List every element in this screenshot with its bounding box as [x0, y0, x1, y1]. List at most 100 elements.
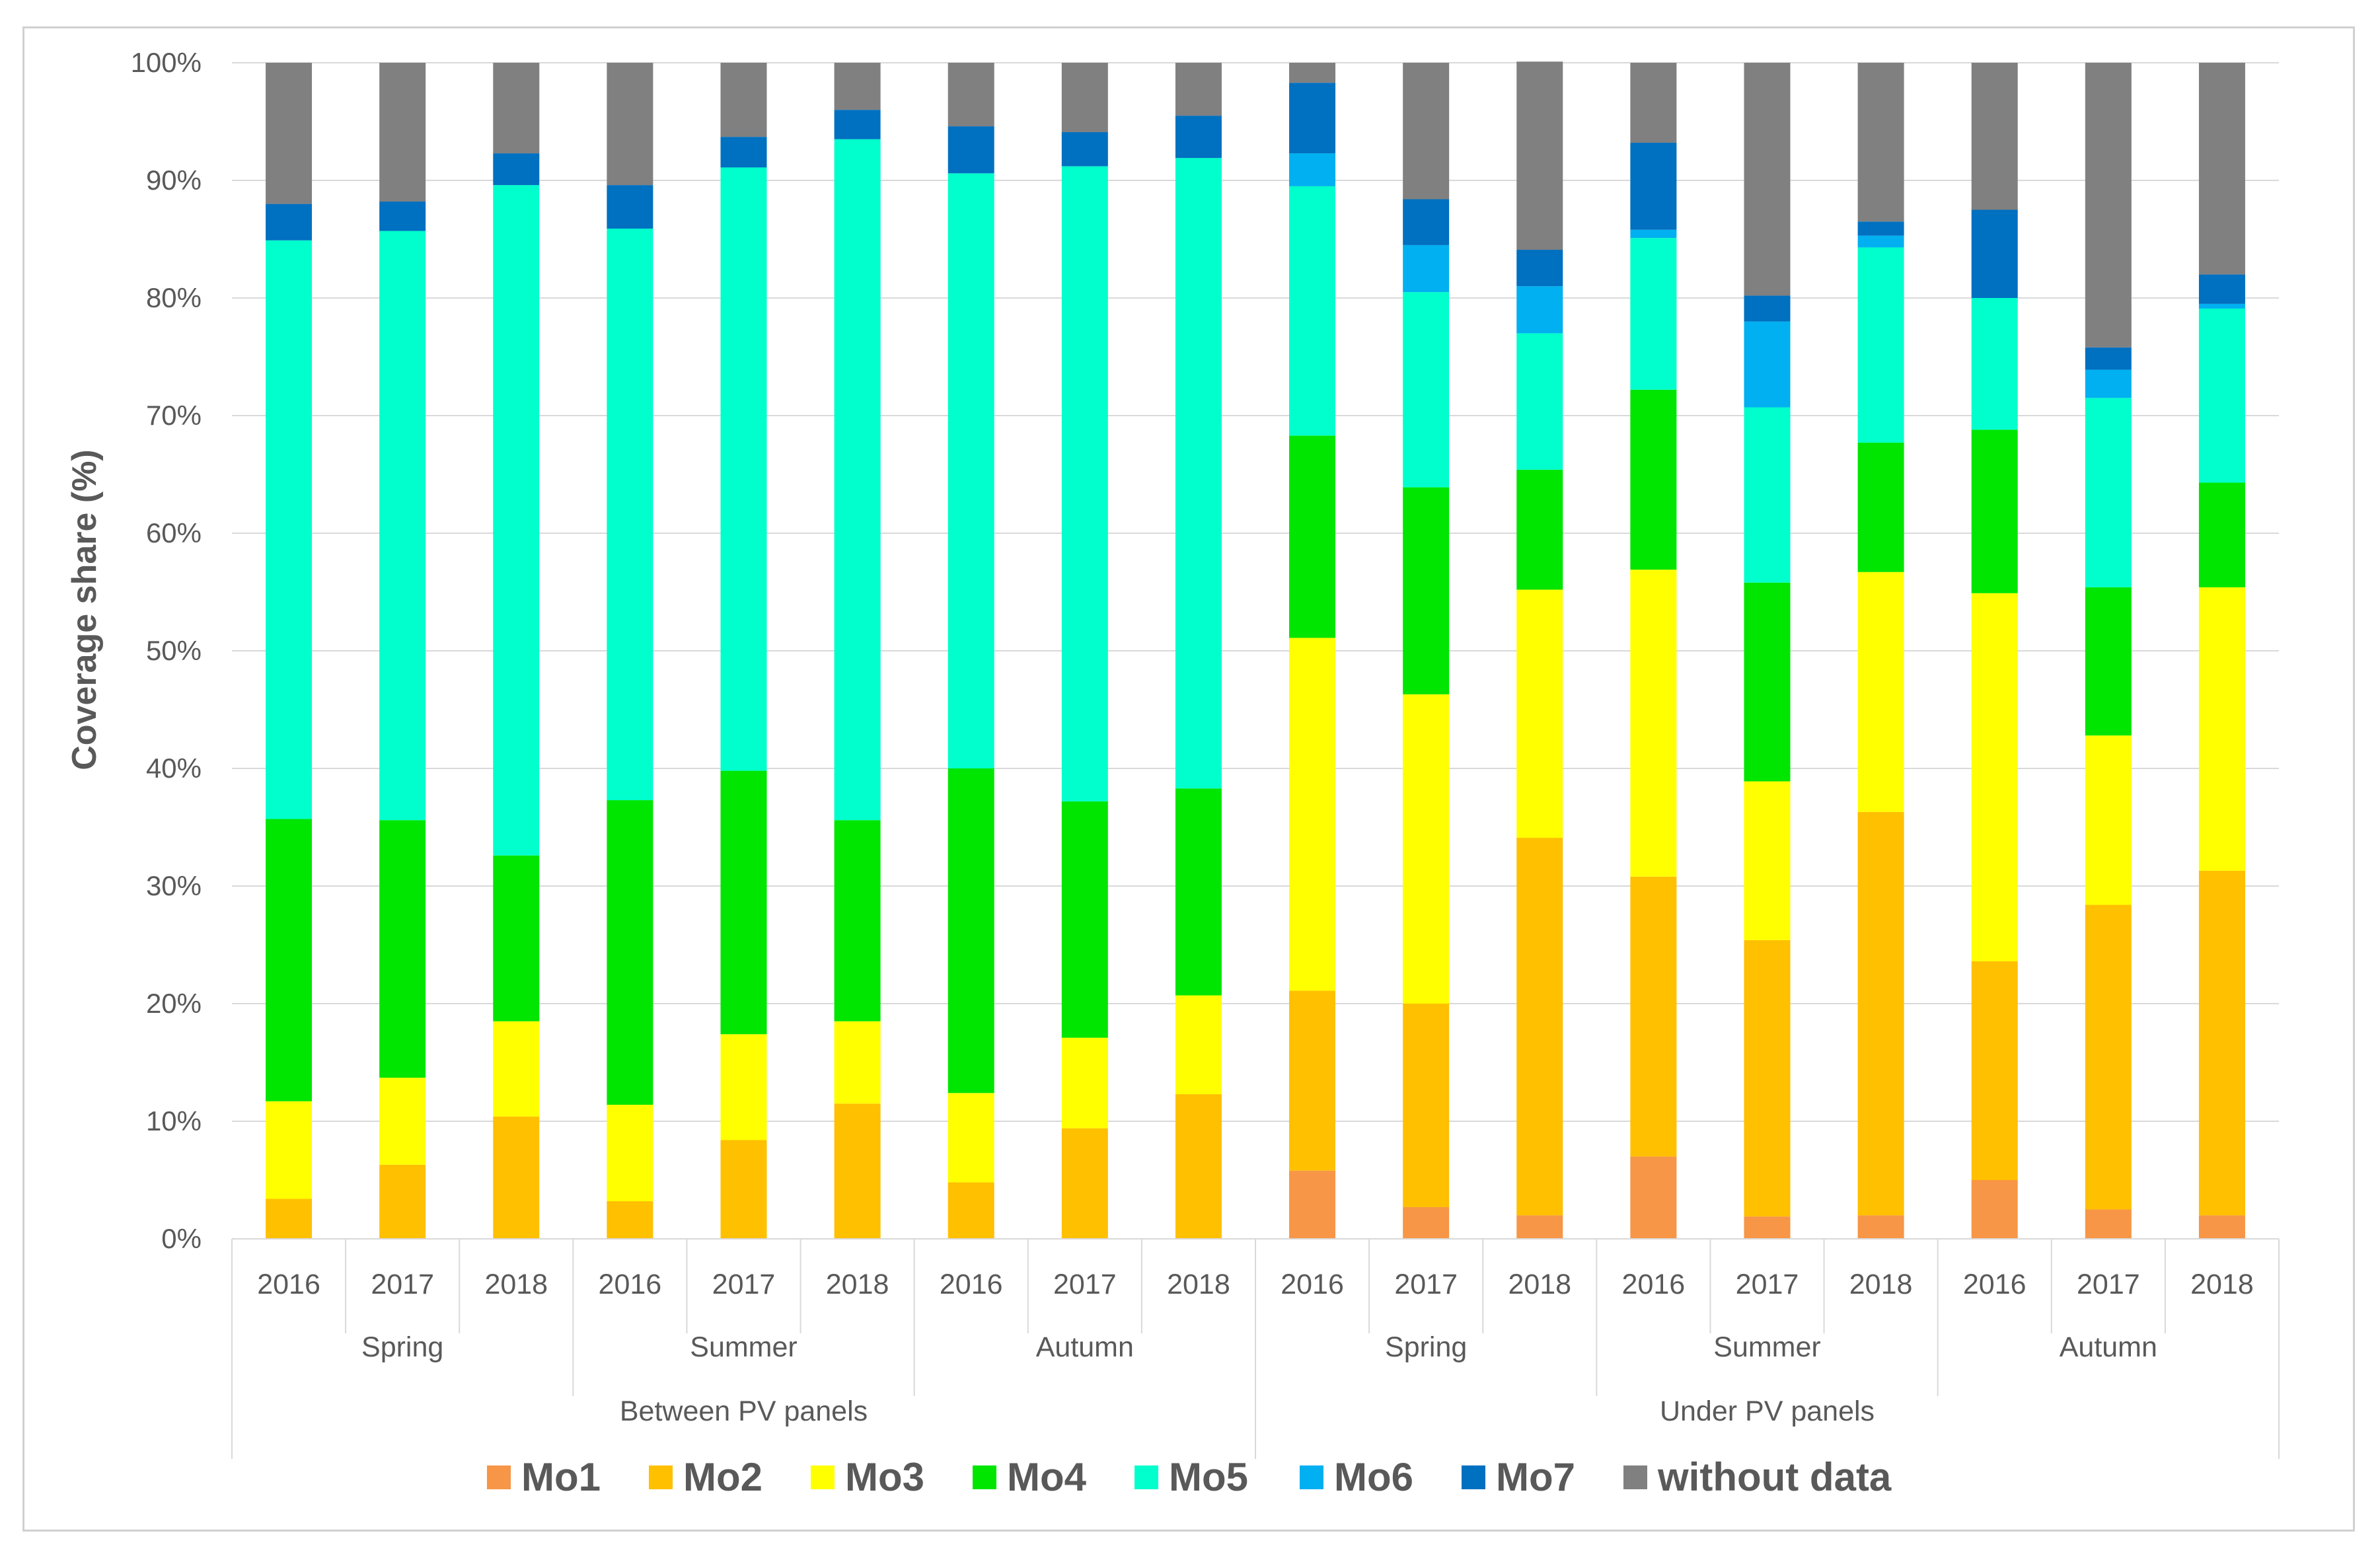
bar-segment	[1971, 593, 2018, 961]
bar-segment	[1857, 63, 1904, 222]
x-axis: 2016 2017 2018 2016 2017 2018 2016 2017 2018 2016…	[231, 1238, 2280, 1459]
bar-segment	[1175, 63, 1222, 116]
legend-swatch	[811, 1465, 835, 1489]
y-tick-label: 0%	[161, 1223, 202, 1254]
x-tick-label: 2018	[826, 1269, 889, 1300]
bar-segment	[2085, 1209, 2132, 1239]
bar-segment	[1630, 570, 1677, 877]
y-tick-label: 60%	[146, 517, 202, 548]
bar-segment	[1289, 186, 1336, 436]
bar-segment	[948, 126, 994, 174]
bar-segment	[379, 1164, 426, 1239]
bar-segment	[1516, 250, 1563, 287]
x-tick-label: 2017	[371, 1269, 434, 1300]
bar-segment	[266, 204, 313, 241]
bar-segment	[1971, 209, 2018, 298]
legend-swatch	[1300, 1465, 1323, 1489]
bar-segment	[1744, 295, 1791, 322]
legend-label: Mo5	[1169, 1455, 1248, 1499]
bar-segment	[1744, 321, 1791, 408]
bar-segment	[1857, 221, 1904, 236]
bar-segment	[379, 63, 426, 202]
bar-segment	[1061, 63, 1108, 133]
legend-swatch	[649, 1465, 673, 1489]
y-tick-label: 30%	[146, 870, 202, 901]
bar-segment	[266, 1101, 313, 1199]
bar-segment	[1971, 1180, 2018, 1239]
season-label: Spring	[361, 1331, 443, 1363]
bar-segment	[2085, 735, 2132, 905]
bar-segment	[2198, 309, 2245, 483]
season-label: Autumn	[2060, 1331, 2157, 1363]
x-tick-label: 2018	[484, 1269, 548, 1300]
bar-segment	[948, 173, 994, 768]
bar-segment	[493, 153, 540, 186]
bar-segment	[1516, 838, 1563, 1216]
bar-segment	[720, 1034, 767, 1140]
y-tick-label: 80%	[146, 282, 202, 313]
bar-segment	[266, 1199, 313, 1239]
legend-swatch	[1623, 1465, 1647, 1489]
bar-segment	[607, 1201, 653, 1239]
bar-segment	[1403, 63, 1450, 200]
gridlines	[232, 62, 2279, 1240]
bar-segment	[493, 855, 540, 1021]
bar-segment	[1289, 435, 1336, 638]
bar-stacks	[266, 61, 2245, 1239]
x-tick-label: 2017	[712, 1269, 776, 1300]
bar-segment	[2198, 303, 2245, 309]
bar-segment	[834, 110, 881, 139]
legend-label: Mo4	[1007, 1455, 1087, 1499]
bar-segment	[1516, 333, 1563, 470]
bar-segment	[1971, 961, 2018, 1180]
bar-segment	[1630, 876, 1677, 1157]
bar-segment	[1971, 429, 2018, 593]
x-tick-label: 2017	[1394, 1269, 1458, 1300]
bar-segment	[1516, 286, 1563, 334]
bar-segment	[1630, 389, 1677, 570]
bar-segment	[834, 1103, 881, 1239]
legend-label: Mo2	[683, 1455, 762, 1499]
bar-segment	[1744, 940, 1791, 1217]
bar-segment	[1516, 589, 1563, 838]
bar-segment	[493, 185, 540, 856]
bar-segment	[1857, 442, 1904, 572]
x-tick-label: 2016	[940, 1269, 1003, 1300]
bar-segment	[1630, 1156, 1677, 1239]
bar-segment	[493, 1021, 540, 1117]
bar-segment	[1630, 238, 1677, 390]
bar-segment	[834, 820, 881, 1021]
bar-segment	[2085, 369, 2132, 398]
season-label: Autumn	[1036, 1331, 1134, 1363]
bar-segment	[1175, 1094, 1222, 1239]
bar-segment	[1971, 298, 2018, 430]
figure-frame: 0% 10% 20% 30% 40% 50% 60% 70% 80% 90% 100% 2016 20…	[22, 26, 2355, 1532]
bar-segment	[1175, 158, 1222, 789]
group-label: Under PV panels	[1660, 1395, 1875, 1427]
bar-segment	[607, 185, 653, 229]
bar-segment	[1061, 1037, 1108, 1129]
x-tick-label: 2018	[1849, 1269, 1913, 1300]
season-label: Spring	[1385, 1331, 1467, 1363]
stacked-bar-chart: 0%10%20%30%40%50%60%70%80%90%100% 2016 20…	[65, 47, 2280, 1499]
bar-segment	[1857, 247, 1904, 443]
bar-segment	[1516, 1215, 1563, 1239]
bar-segment	[1061, 801, 1108, 1038]
x-tick-label: 2018	[1508, 1269, 1571, 1300]
season-label: Summer	[1713, 1331, 1820, 1363]
bar-segment	[1061, 166, 1108, 801]
bar-segment	[1403, 292, 1450, 488]
bar-segment	[1744, 1216, 1791, 1239]
bar-segment	[1289, 63, 1336, 83]
bar-segment	[1289, 1170, 1336, 1239]
legend-label: Mo6	[1334, 1455, 1413, 1499]
legend-swatch	[1134, 1465, 1158, 1489]
bar-segment	[1744, 582, 1791, 782]
bar-segment	[1744, 781, 1791, 940]
bar-segment	[1744, 63, 1791, 296]
bar-segment	[1630, 143, 1677, 230]
y-tick-label: 70%	[146, 400, 202, 431]
bar-segment	[1516, 469, 1563, 590]
bar-segment	[1175, 995, 1222, 1095]
bar-segment	[2085, 905, 2132, 1210]
